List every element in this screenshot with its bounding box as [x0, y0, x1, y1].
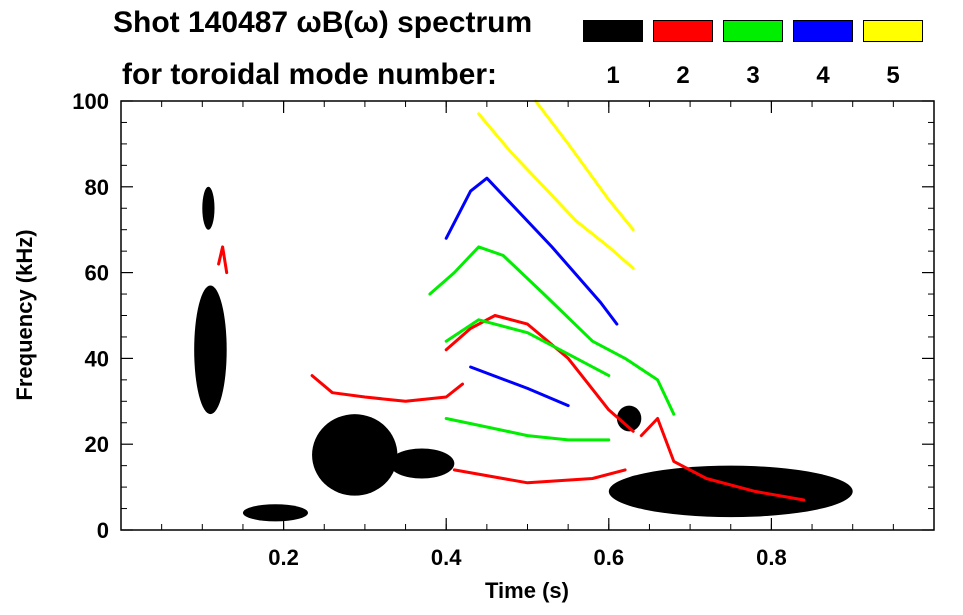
legend-swatch-mode-3 — [723, 20, 783, 42]
x-axis-label: Time (s) — [485, 578, 569, 603]
chart-title-line1: Shot 140487 ωB(ω) spectrum — [113, 6, 533, 39]
plot-frame — [120, 100, 935, 531]
series-mode4-line-15 — [444, 176, 619, 326]
series-mode2-line-7 — [217, 245, 229, 275]
series-mode3-line-13 — [444, 318, 611, 378]
series-mode1-blob-2 — [312, 414, 398, 496]
y-tick-label: 20 — [85, 432, 109, 457]
series-mode5-line-17 — [477, 112, 635, 270]
legend-swatch-mode-2 — [653, 20, 713, 42]
series-mode1-blob-0 — [194, 285, 227, 415]
x-tick-label: 0.2 — [268, 545, 299, 570]
series-mode2-line-9 — [444, 314, 635, 433]
series-mode4-line-16 — [469, 365, 570, 408]
series-mode2-line-8 — [310, 374, 464, 403]
y-tick-label: 0 — [97, 518, 109, 543]
tick-labels: 0.2 0.4 0.6 0.8 0 20 40 60 80 100 — [72, 89, 786, 570]
series-mode1-blob-1 — [202, 186, 215, 230]
y-tick-label: 80 — [85, 175, 109, 200]
axis-ticks — [121, 100, 934, 531]
y-axis-label: Frequency (kHz) — [12, 229, 37, 400]
legend-label-mode-2: 2 — [676, 62, 690, 89]
legend-swatch-mode-5 — [863, 20, 923, 42]
series-mode3-line-12 — [428, 245, 676, 416]
y-tick-label: 100 — [72, 89, 109, 114]
legend-swatch-mode-4 — [793, 20, 853, 42]
y-tick-label: 40 — [85, 346, 109, 371]
series-mode2-line-11 — [452, 468, 627, 485]
data-marks — [194, 99, 853, 522]
y-tick-label: 60 — [85, 261, 109, 286]
series-mode1-blob-6 — [242, 504, 308, 522]
legend-label-mode-3: 3 — [746, 62, 760, 89]
x-tick-label: 0.4 — [431, 545, 462, 570]
series-mode1-blob-3 — [389, 448, 455, 479]
x-tick-label: 0.8 — [756, 545, 787, 570]
chart-title-line2: for toroidal mode number: — [122, 58, 497, 91]
legend-label-mode-4: 4 — [816, 62, 830, 89]
series-mode5-line-18 — [534, 99, 635, 232]
legend-swatch-mode-1 — [583, 20, 643, 42]
series-mode1-blob-4 — [608, 465, 853, 518]
series-mode3-line-14 — [444, 417, 611, 442]
x-tick-label: 0.6 — [594, 545, 625, 570]
series-mode2-line-10 — [639, 417, 806, 502]
series-mode1-blob-5 — [616, 405, 642, 432]
legend-label-mode-1: 1 — [606, 62, 620, 89]
legend-label-mode-5: 5 — [886, 62, 900, 89]
